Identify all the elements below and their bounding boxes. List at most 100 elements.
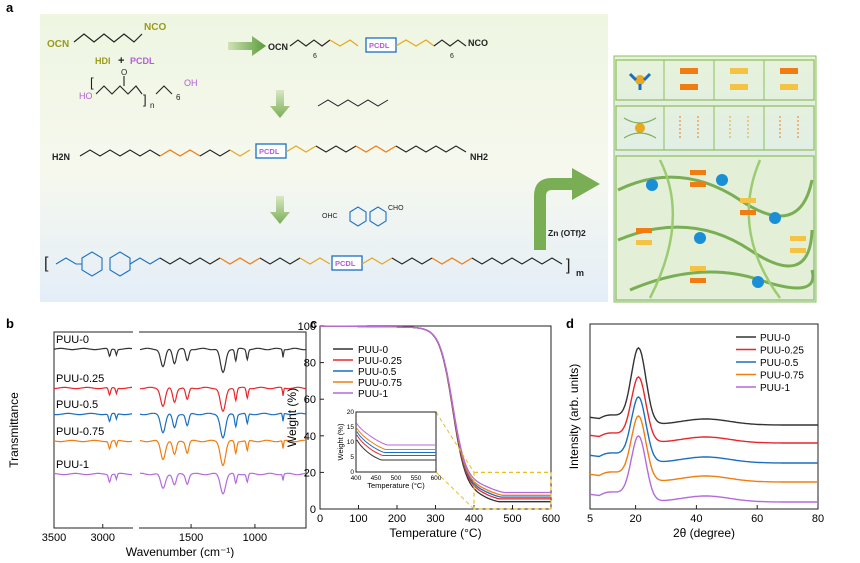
inset-y-tick-label: 0: [350, 469, 354, 476]
series-line-right: [139, 412, 307, 439]
inset-x-tick-label: 600: [431, 475, 442, 482]
arrow-right-1: [228, 36, 266, 56]
zoom-box: [473, 471, 552, 510]
y-tick-label: 80: [304, 358, 316, 370]
axis-break-gap-top: [133, 329, 139, 335]
inset-y-tick-label: 5: [350, 454, 354, 461]
y-tick-label: 0: [310, 504, 316, 516]
inset-x-tick-label: 400: [351, 475, 362, 482]
final-polymer-structure: [ PCDL ] m: [44, 251, 584, 278]
series-line: [320, 325, 551, 494]
x-tick-label: 1500: [179, 532, 203, 544]
zoom-connector: [435, 411, 475, 473]
x-tick-label: 80: [812, 513, 824, 525]
arrow-down-2: [270, 196, 290, 224]
zn-label: Zn (OTf)2: [548, 228, 586, 238]
legend-row-icons: [615, 59, 815, 101]
series-line: [589, 414, 818, 483]
inset-x-tick-label: 500: [391, 475, 402, 482]
legend-label: PUU-0.5: [358, 367, 397, 378]
inset-series-line: [356, 434, 436, 456]
series-line-left: [53, 386, 132, 397]
series-line-right: [139, 347, 306, 374]
nh2-label: NH2: [470, 152, 488, 162]
svg-text:6: 6: [313, 53, 317, 60]
inset-y-tick-label: 15: [347, 424, 355, 431]
subscript-n: n: [150, 101, 154, 110]
y-tick-label: 40: [304, 431, 316, 443]
dihydrazide-reagent: [317, 99, 389, 107]
panel-a-background: [40, 14, 608, 302]
series-line: [589, 375, 818, 444]
bipyridine-dialdehyde: OHC CHO: [322, 205, 404, 227]
zn-complex-icon: [635, 75, 645, 85]
series-line-left: [53, 439, 133, 451]
legend-label: PUU-0.25: [760, 346, 804, 357]
inset-x-tick-label: 450: [371, 475, 382, 482]
inset-series-line: [356, 428, 436, 450]
prepolymer-nco: NCO: [468, 38, 488, 48]
x-tick-label: 3000: [91, 532, 115, 544]
prepolymer-ocn: OCN: [268, 42, 288, 52]
ftir-chart: b 3500 3000 1500 1000 Wavenumber (cm⁻¹) Transm…: [6, 316, 307, 559]
x-tick-label: 0: [317, 513, 323, 525]
legend-label: PUU-0.5: [760, 358, 799, 369]
x-axis-label: 2θ (degree): [673, 526, 735, 540]
x-tick-label: 5: [587, 513, 593, 525]
series-line: [589, 395, 818, 464]
legend-label: PUU-0.75: [358, 378, 402, 389]
legend-label: PUU-1: [358, 389, 388, 400]
series-label: PUU-1: [56, 459, 89, 471]
pcdl-box-3: PCDL: [335, 259, 356, 268]
svg-text:6: 6: [176, 93, 181, 102]
inset-x-tick-label: 550: [411, 475, 422, 482]
series-line-left: [53, 412, 133, 423]
svg-text:O: O: [121, 68, 127, 77]
series-line-right: [140, 472, 307, 495]
x-tick-label: 400: [465, 513, 483, 525]
prepolymer-structure: OCN 6 PCDL 6 NCO: [268, 37, 488, 60]
tga-chart: c0 100 200 300 400 500 600020406080100Temperat…: [285, 316, 560, 540]
network-schematic: [613, 55, 817, 303]
svg-text:]: ]: [566, 257, 570, 274]
axis-break-gap: [133, 525, 139, 531]
x-tick-label: 3500: [42, 532, 66, 544]
x-tick-label: 300: [426, 513, 444, 525]
legend-label: PUU-0: [760, 333, 790, 344]
legend-row-structures: [615, 105, 815, 151]
arrow-down-1: [270, 90, 290, 118]
x-tick-label: 500: [503, 513, 521, 525]
cho-label: CHO: [388, 205, 404, 212]
panel-c-letter: c: [310, 316, 317, 331]
x-tick-label: 100: [349, 513, 367, 525]
inset-x-label: Temperature (°C): [367, 481, 425, 490]
panel-b-letter: b: [6, 316, 14, 331]
x-tick-label: 200: [388, 513, 406, 525]
mixed-hbond-icon: [780, 68, 798, 74]
y-axis-label: Intensity (arb. units): [567, 364, 581, 469]
x-axis-label: Wavenumber (cm⁻¹): [126, 545, 235, 558]
legend-label: PUU-0: [358, 345, 388, 356]
x-tick-label: 600: [542, 513, 560, 525]
series-label: PUU-0: [56, 334, 89, 346]
series-label: PUU-0.5: [56, 399, 98, 411]
series-line-right: [140, 386, 306, 413]
pcdl-structure: HO [ O ] n 6 OH: [79, 68, 198, 110]
series-label: PUU-0.75: [56, 426, 104, 438]
nco-label: NCO: [144, 22, 166, 33]
inset-y-tick-label: 10: [347, 439, 355, 446]
urea-hbond-icon: [680, 68, 698, 74]
inset-series-line: [356, 439, 436, 461]
x-tick-label: 1000: [243, 532, 267, 544]
x-tick-label: 60: [751, 513, 763, 525]
xrd-chart: d 5 20 40 60 80 2θ (degree) Intensity (arb. uni…: [566, 316, 824, 540]
inset-series-line: [356, 431, 436, 453]
hdi-label: HDI: [95, 56, 111, 66]
series-line: [589, 434, 818, 503]
legend-label: PUU-0.25: [358, 356, 402, 367]
panel-a: a OCN NCO HDI + PCDL HO [ O ] n 6 OH: [6, 0, 817, 303]
svg-text:6: 6: [450, 53, 454, 60]
inset-y-tick-label: 20: [347, 409, 355, 416]
